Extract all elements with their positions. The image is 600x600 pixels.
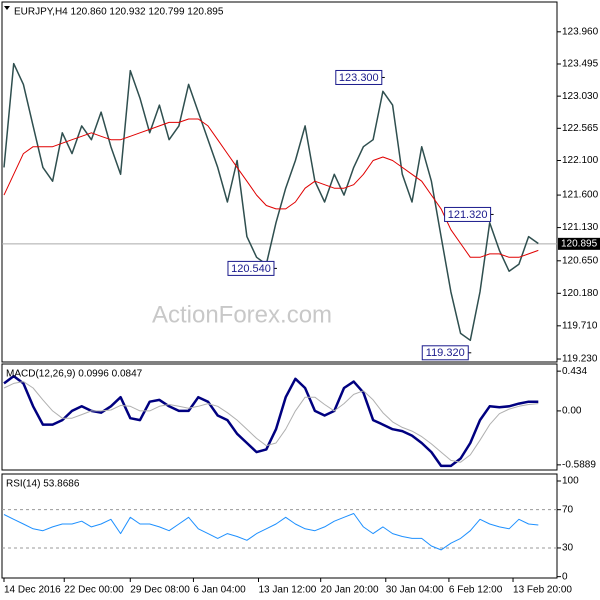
y-tick-label: 30 (562, 543, 574, 554)
panel-title: MACD(12,26,9) 0.0996 0.0847 (6, 369, 143, 380)
annotation-box (421, 345, 469, 361)
annotation-label: 120.540 (231, 263, 271, 275)
title-marker (4, 6, 10, 10)
last-price-label: 120.895 (561, 238, 598, 249)
y-tick-label: 123.495 (562, 59, 599, 70)
series-line (3, 513, 539, 551)
y-tick-label: 70 (562, 504, 574, 515)
y-tick-label: 123.960 (562, 26, 599, 37)
annotation-box (444, 206, 492, 222)
y-tick-label: 0.00 (562, 406, 582, 417)
panel-title: RSI(14) 53.8686 (6, 479, 80, 490)
x-tick-label: 22 Dec 00:00 (64, 585, 124, 596)
series-line (3, 381, 539, 463)
annotation-label: 121.320 (448, 209, 488, 221)
panel-frame (1, 363, 558, 471)
y-tick-label: 120.650 (562, 255, 599, 266)
x-tick-label: 13 Jan 12:00 (259, 585, 317, 596)
y-tick-label: 121.130 (562, 222, 599, 233)
series-line (3, 118, 539, 258)
y-tick-label: 123.030 (562, 91, 599, 102)
series-line (3, 62, 539, 342)
x-tick-label: 13 Feb 20:00 (513, 585, 572, 596)
y-tick-label: 120.180 (562, 288, 599, 299)
annotation-label: 123.300 (339, 72, 379, 84)
annotation-box (335, 69, 383, 85)
panel-frame (1, 473, 558, 579)
y-tick-label: 119.230 (562, 354, 598, 365)
annotation-box (227, 260, 275, 276)
last-price-box (558, 237, 600, 250)
panel-frame (1, 1, 558, 363)
x-tick-label: 6 Jan 04:00 (193, 585, 246, 596)
x-tick-label: 20 Jan 20:00 (321, 585, 379, 596)
y-tick-label: 100 (562, 476, 579, 487)
x-tick-label: 14 Dec 2016 (4, 585, 61, 596)
x-tick-label: 29 Dec 08:00 (130, 585, 190, 596)
x-tick-label: 30 Jan 04:00 (386, 585, 444, 596)
y-tick-label: 122.100 (562, 155, 599, 166)
y-tick-label: 0 (562, 571, 568, 582)
y-tick-label: 122.565 (562, 123, 599, 134)
y-tick-label: 0.434 (562, 366, 587, 377)
panel-title: EURJPY,H4 120.860 120.932 120.799 120.89… (14, 7, 224, 18)
x-tick-label: 6 Feb 12:00 (449, 585, 503, 596)
annotation-label: 119.320 (426, 347, 465, 359)
watermark: ActionForex.com (152, 301, 332, 328)
y-tick-label: -0.5889 (562, 460, 596, 471)
y-tick-label: 121.600 (562, 190, 599, 201)
y-tick-label: 119.710 (562, 320, 598, 331)
